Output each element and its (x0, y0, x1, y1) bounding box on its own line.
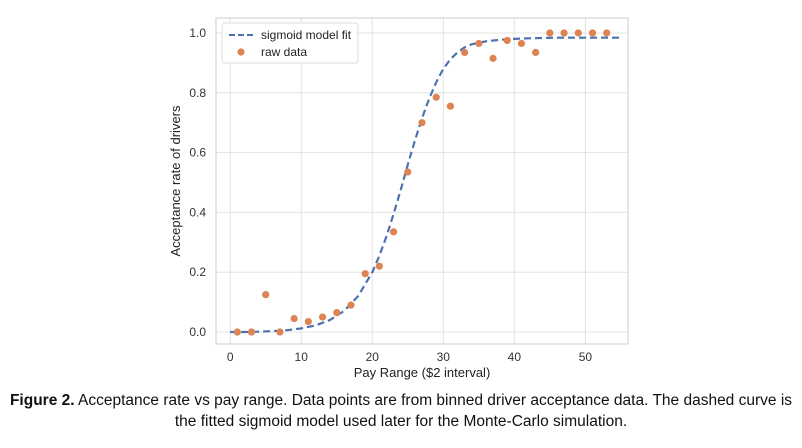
raw-data-point (574, 29, 582, 37)
y-tick-labels: 0.0 0.2 0.4 0.6 0.8 1.0 (189, 26, 206, 339)
raw-data-point (333, 308, 341, 317)
x-tick-label: 10 (295, 350, 309, 364)
raw-data-point (233, 328, 241, 336)
legend-entry-raw-data: raw data (261, 45, 307, 59)
raw-data-point (418, 119, 426, 127)
raw-data-point (262, 291, 270, 299)
x-tick-label: 50 (579, 350, 593, 364)
y-tick-label: 1.0 (189, 26, 206, 40)
y-tick-label: 0.2 (189, 265, 206, 279)
grid (216, 18, 628, 344)
legend-entry-sigmoid: sigmoid model fit (261, 28, 352, 42)
raw-data-point (432, 93, 440, 101)
plot-frame (215, 17, 629, 345)
raw-data-point (404, 168, 412, 176)
raw-data-point (446, 102, 455, 110)
sigmoid-fit-line (230, 36, 621, 334)
x-tick-label: 20 (366, 350, 380, 364)
x-tick-label: 40 (508, 350, 522, 364)
raw-data-point (546, 29, 554, 37)
raw-data-point (489, 54, 497, 62)
raw-data-point (290, 314, 298, 323)
y-tick-label: 0.6 (189, 146, 206, 160)
caption-label: Figure 2. (9, 392, 75, 409)
raw-data-point (461, 48, 469, 56)
raw-data-point (247, 328, 256, 336)
raw-data-point (375, 262, 383, 270)
x-tick-label: 30 (437, 350, 451, 364)
series (230, 29, 621, 336)
x-tick-label: 0 (227, 350, 234, 364)
y-tick-label: 0.4 (189, 205, 206, 219)
raw-data-point (361, 270, 369, 278)
figure-caption: Figure 2. Acceptance rate vs pay range. … (0, 390, 802, 432)
raw-data-point (475, 39, 483, 48)
raw-data-point (276, 328, 284, 336)
raw-data-point (603, 29, 611, 37)
raw-data-point (532, 48, 540, 56)
y-tick-label: 0.0 (189, 325, 206, 339)
caption-text: Acceptance rate vs pay range. Data point… (74, 392, 793, 430)
raw-data-point (304, 317, 312, 326)
legend: sigmoid model fit raw data (221, 22, 359, 64)
raw-data-point (347, 301, 355, 309)
y-axis-label: Acceptance rate of drivers (168, 105, 183, 257)
raw-data-point (503, 36, 511, 45)
x-tick-labels: 0 10 20 30 40 50 (227, 350, 593, 364)
legend-dot-swatch (237, 48, 245, 56)
legend-box (221, 22, 359, 64)
raw-data-point (588, 29, 597, 37)
raw-data-point (517, 39, 526, 48)
raw-data-point (318, 313, 327, 321)
chart: 0 10 20 30 40 50 0.0 0.2 0.4 0.6 0.8 1.0 Pay Range… (168, 17, 629, 380)
raw-data-point (560, 29, 568, 37)
x-axis-label: Pay Range ($2 interval) (354, 365, 491, 380)
raw-data-point (389, 228, 398, 236)
y-tick-label: 0.8 (189, 86, 206, 100)
